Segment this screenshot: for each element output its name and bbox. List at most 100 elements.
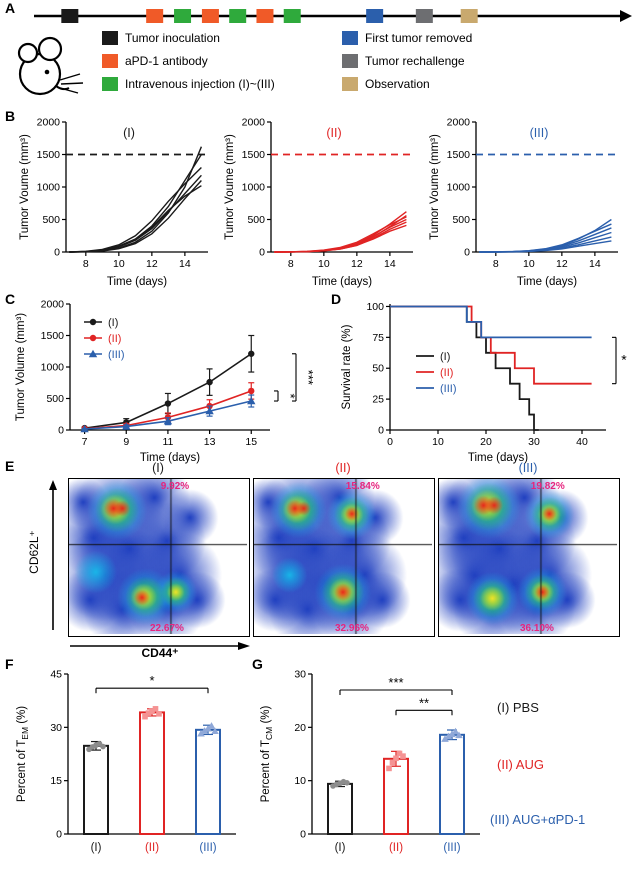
panel-a-label: A	[5, 0, 16, 16]
flow-x-axis-arrow	[70, 642, 250, 650]
svg-text:Tumor Volume (mm³): Tumor Volume (mm³)	[15, 313, 27, 421]
svg-text:***: ***	[301, 370, 314, 385]
svg-text:8: 8	[288, 258, 294, 270]
quadrant-percent-upper-right: 15.84%	[345, 481, 380, 492]
flow-y-axis-label: CD62L⁺	[27, 530, 41, 574]
tan-square-icon	[342, 77, 358, 91]
svg-text:2000: 2000	[37, 117, 61, 129]
flow-plot-group3: 19.82% 36.10%	[438, 478, 620, 637]
svg-text:(II): (II)	[326, 126, 341, 140]
legend-item-first-tumor-removed: First tumor removed	[342, 31, 472, 45]
svg-text:1000: 1000	[242, 182, 266, 194]
black-square-icon	[102, 31, 118, 45]
svg-text:Time (days): Time (days)	[517, 276, 577, 288]
svg-text:20: 20	[294, 722, 306, 734]
flow-title-group1: (I)	[152, 461, 164, 475]
svg-text:0: 0	[58, 425, 64, 437]
svg-text:Tumor Voume (mm³): Tumor Voume (mm³)	[19, 134, 31, 240]
svg-text:15: 15	[50, 775, 62, 787]
svg-text:25: 25	[372, 394, 384, 406]
panel-d-label: D	[331, 291, 342, 307]
svg-text:10: 10	[294, 775, 306, 787]
svg-text:13: 13	[204, 436, 216, 448]
svg-text:500: 500	[452, 214, 470, 226]
quadrant-percent-lower-right: 22.67%	[150, 623, 184, 634]
group-legend-pbs: (I) PBS	[497, 700, 539, 715]
svg-text:0: 0	[387, 436, 393, 448]
svg-text:14: 14	[384, 258, 396, 270]
tumor-volume-chart-group3: 8 10 12 14 0 500 1000 1500 2000 Time (days) Tumor …	[429, 117, 618, 288]
timeline-event-box	[283, 9, 301, 23]
svg-text:10: 10	[523, 258, 535, 270]
timeline-event-box	[146, 9, 164, 23]
svg-text:0: 0	[259, 247, 265, 259]
svg-text:0: 0	[378, 425, 384, 437]
timeline-event-box	[415, 9, 433, 23]
legend-label: First tumor removed	[365, 31, 473, 45]
svg-text:100: 100	[366, 301, 384, 313]
gray-square-icon	[342, 54, 358, 68]
svg-text:Tumor Voume (mm³): Tumor Voume (mm³)	[429, 134, 441, 240]
svg-text:Percent of TEM (%): Percent of TEM (%)	[16, 706, 30, 802]
svg-text:2000: 2000	[447, 117, 471, 129]
svg-text:(III): (III)	[530, 126, 549, 140]
svg-text:Time (days): Time (days)	[468, 452, 528, 464]
svg-text:10: 10	[318, 258, 330, 270]
flow-density-canvas	[69, 479, 247, 634]
svg-text:(II): (II)	[389, 842, 403, 854]
legend-item-iv-injection: Intravenous injection (I)~(III)	[102, 77, 275, 91]
panel-c-label: C	[5, 291, 16, 307]
flow-plot-group2: 15.84% 32.96%	[253, 478, 435, 637]
svg-text:(II): (II)	[108, 333, 121, 345]
svg-text:1500: 1500	[37, 149, 61, 161]
svg-text:8: 8	[493, 258, 499, 270]
svg-text:(III): (III)	[440, 383, 457, 395]
svg-text:(I): (I)	[91, 842, 102, 854]
svg-text:Survival rate (%): Survival rate (%)	[341, 324, 353, 409]
svg-text:10: 10	[432, 436, 444, 448]
svg-text:30: 30	[528, 436, 540, 448]
svg-text:1000: 1000	[41, 362, 65, 374]
tumor-volume-chart-group2: 8 10 12 14 0 500 1000 1500 2000 Time (days) Tumor …	[224, 117, 413, 288]
flow-density-canvas	[254, 479, 432, 634]
svg-text:0: 0	[56, 829, 62, 841]
svg-text:0: 0	[464, 247, 470, 259]
svg-text:500: 500	[42, 214, 60, 226]
svg-text:*: *	[149, 673, 154, 688]
svg-text:Time (days): Time (days)	[312, 276, 372, 288]
svg-text:(I): (I)	[108, 317, 118, 329]
svg-text:Time (days): Time (days)	[107, 276, 167, 288]
svg-text:1000: 1000	[37, 182, 61, 194]
svg-text:30: 30	[294, 669, 306, 681]
svg-text:(I): (I)	[335, 842, 346, 854]
quadrant-percent-upper-right: 19.82%	[530, 481, 565, 492]
svg-text:1000: 1000	[447, 182, 471, 194]
svg-text:(III): (III)	[108, 349, 125, 361]
panel-e-label: E	[5, 458, 15, 474]
legend-item-tumor-rechallenge: Tumor rechallenge	[342, 54, 465, 68]
svg-text:(III): (III)	[199, 842, 216, 854]
svg-text:12: 12	[146, 258, 158, 270]
svg-text:7: 7	[82, 436, 88, 448]
timeline-event-box	[174, 9, 192, 23]
mean-tumor-volume-chart: 7 9 11 13 15 0 500 1000 1500 2000 Time (days) Tumor…	[15, 299, 314, 465]
svg-text:30: 30	[50, 722, 62, 734]
flow-title-group2: (II)	[335, 461, 351, 475]
svg-text:0: 0	[300, 829, 306, 841]
group-legend-aug-apd1: (III) AUG+αPD-1	[490, 812, 586, 827]
svg-text:Time (days): Time (days)	[140, 452, 200, 464]
svg-text:9: 9	[123, 436, 129, 448]
flow-plot-group1: 9.92% 22.67%	[68, 478, 250, 637]
legend-item-apd1-antibody: aPD-1 antibody	[102, 54, 208, 68]
svg-text:**: **	[419, 695, 429, 710]
flow-x-axis-label: CD44⁺	[141, 646, 179, 660]
legend-label: Observation	[365, 77, 430, 91]
svg-text:14: 14	[179, 258, 191, 270]
svg-text:(I): (I)	[440, 351, 450, 363]
legend-label: Tumor inoculation	[125, 31, 220, 45]
experiment-timeline	[34, 9, 632, 23]
tem-percent-bar-chart: 0 15 30 45 Percent of TEM (%) (I) (II) (III) *	[16, 669, 236, 854]
quadrant-percent-lower-right: 36.10%	[520, 623, 554, 634]
